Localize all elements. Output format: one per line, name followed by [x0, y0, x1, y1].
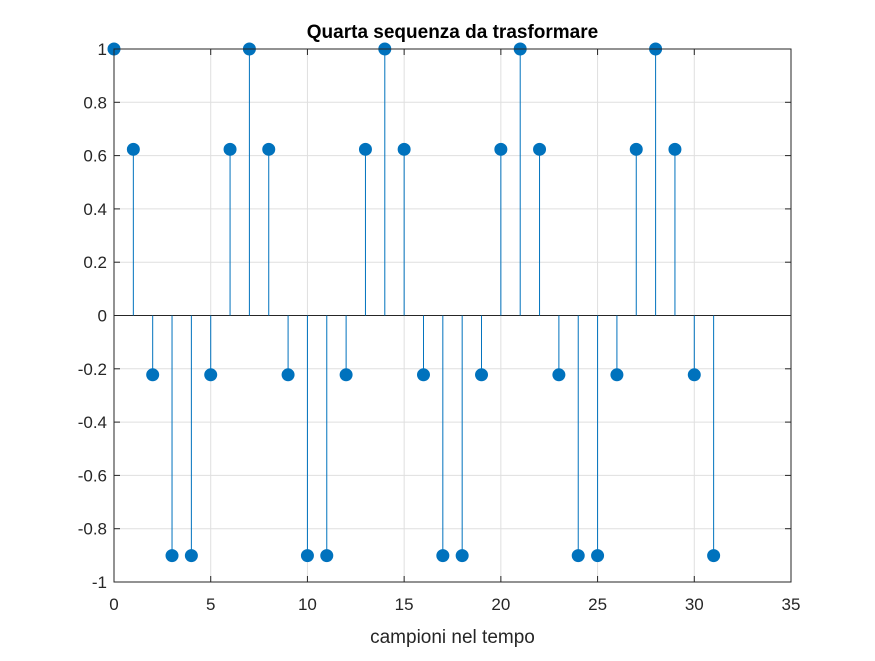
stem-marker	[455, 549, 469, 563]
stem-marker	[552, 368, 566, 382]
stem-marker	[320, 549, 334, 563]
stem-marker	[339, 368, 353, 382]
y-tick-label: 0	[98, 307, 107, 326]
stem-marker	[629, 142, 643, 156]
stem-marker	[358, 142, 372, 156]
chart-title: Quarta sequenza da trasformare	[307, 22, 598, 43]
stem-marker	[397, 142, 411, 156]
stem-marker	[262, 142, 276, 156]
y-tick-label: 0.6	[83, 147, 107, 166]
stem-marker	[533, 142, 547, 156]
x-tick-label: 20	[491, 595, 510, 614]
stem-marker	[126, 142, 140, 156]
y-tick-label: 0.2	[83, 253, 107, 272]
x-axis-label: campioni nel tempo	[370, 627, 535, 648]
stem-marker	[610, 368, 624, 382]
stem-marker	[571, 549, 585, 563]
y-tick-label: 0.4	[83, 200, 107, 219]
stem-marker	[436, 549, 450, 563]
stem-marker	[475, 368, 489, 382]
y-tick-label: -0.4	[78, 413, 107, 432]
stems	[113, 49, 715, 556]
x-tick-label: 0	[109, 595, 118, 614]
x-tick-label: 35	[782, 595, 801, 614]
stem-marker	[165, 549, 179, 563]
y-tick-label: -0.2	[78, 360, 107, 379]
x-tick-labels: 0 5 10 15 20 25 30 35	[109, 49, 800, 614]
x-tick-label: 15	[395, 595, 414, 614]
stem-marker	[300, 549, 314, 563]
stem-marker	[494, 142, 508, 156]
x-tick-label: 30	[685, 595, 704, 614]
stem-marker	[184, 549, 198, 563]
stem-marker	[146, 368, 160, 382]
y-tick-label: -1	[92, 573, 107, 592]
y-tick-label: 1	[98, 40, 107, 59]
x-tick-label: 25	[588, 595, 607, 614]
stem-marker	[668, 142, 682, 156]
x-tick-label: 5	[206, 595, 215, 614]
y-tick-label: 0.8	[83, 93, 107, 112]
markers	[107, 42, 721, 563]
stem-marker	[591, 549, 605, 563]
y-tick-labels: -1 -0.8 -0.6 -0.4 -0.2 0 0.2 0.4 0.6 0.8 1	[78, 40, 791, 592]
y-tick-label: -0.6	[78, 466, 107, 485]
stem-marker	[416, 368, 430, 382]
y-tick-label: -0.8	[78, 520, 107, 539]
stem-marker	[707, 549, 721, 563]
stem-marker	[687, 368, 701, 382]
stem-marker	[281, 368, 295, 382]
x-tick-label: 10	[298, 595, 317, 614]
stem-marker	[204, 368, 218, 382]
stem-marker	[223, 142, 237, 156]
